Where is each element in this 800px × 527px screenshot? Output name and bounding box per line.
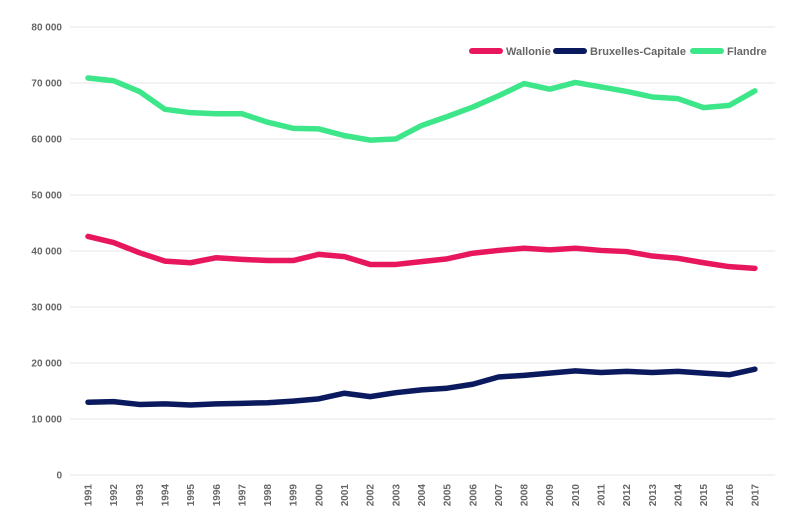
series-line-bruxelles-capitale <box>85 366 758 408</box>
series-line-wallonie <box>85 233 758 272</box>
y-tick-label: 10 000 <box>31 415 62 426</box>
x-axis: 1991 1992 1993 1994 1995 1996 1997 1998 1999 2000… <box>84 484 762 507</box>
x-tick-label: 2015 <box>699 484 710 507</box>
grid-lines <box>70 26 775 476</box>
x-tick-label: 2016 <box>725 484 736 507</box>
legend-label-bruxelles-capitale: Bruxelles-Capitale <box>590 46 686 58</box>
x-tick-label: 2008 <box>520 484 531 507</box>
x-tick-label: 2000 <box>314 484 325 507</box>
x-tick-label: 1993 <box>135 484 146 507</box>
x-tick-label: 2011 <box>597 484 608 506</box>
y-axis: 0 10 000 20 000 30 000 40 000 50 000 60 000 70 … <box>31 23 62 482</box>
x-tick-label: 1999 <box>289 484 300 507</box>
x-tick-label: 2003 <box>391 484 402 507</box>
y-tick-label: 0 <box>56 471 62 482</box>
x-tick-label: 2013 <box>648 484 659 507</box>
x-tick-label: 2002 <box>366 484 377 507</box>
x-tick-label: 2012 <box>622 484 633 507</box>
x-tick-label: 2010 <box>571 484 582 507</box>
series-lines <box>85 75 758 408</box>
y-tick-label: 20 000 <box>31 359 62 370</box>
x-tick-label: 1998 <box>263 484 274 507</box>
x-tick-label: 2001 <box>340 484 351 507</box>
y-tick-label: 70 000 <box>31 79 62 90</box>
x-tick-label: 2014 <box>673 484 684 507</box>
legend-label-flandre: Flandre <box>727 46 767 58</box>
legend: Wallonie Bruxelles-Capitale Flandre <box>469 46 767 58</box>
y-tick-label: 30 000 <box>31 303 62 314</box>
x-tick-label: 2005 <box>443 484 454 507</box>
series-line-flandre <box>85 75 758 143</box>
x-tick-label: 2006 <box>468 484 479 507</box>
x-tick-label: 1991 <box>84 484 95 507</box>
x-tick-label: 1995 <box>186 484 197 507</box>
x-tick-label: 1997 <box>237 484 248 507</box>
x-tick-label: 2007 <box>494 484 505 507</box>
y-tick-label: 50 000 <box>31 191 62 202</box>
x-tick-label: 1994 <box>160 484 171 507</box>
legend-label-wallonie: Wallonie <box>506 46 551 58</box>
y-tick-label: 40 000 <box>31 247 62 258</box>
x-tick-label: 1992 <box>109 484 120 507</box>
y-tick-label: 80 000 <box>31 23 62 34</box>
x-tick-label: 2017 <box>750 484 761 507</box>
x-tick-label: 1996 <box>212 484 223 507</box>
y-tick-label: 60 000 <box>31 135 62 146</box>
x-tick-label: 2004 <box>417 484 428 507</box>
x-tick-label: 2009 <box>545 484 556 507</box>
